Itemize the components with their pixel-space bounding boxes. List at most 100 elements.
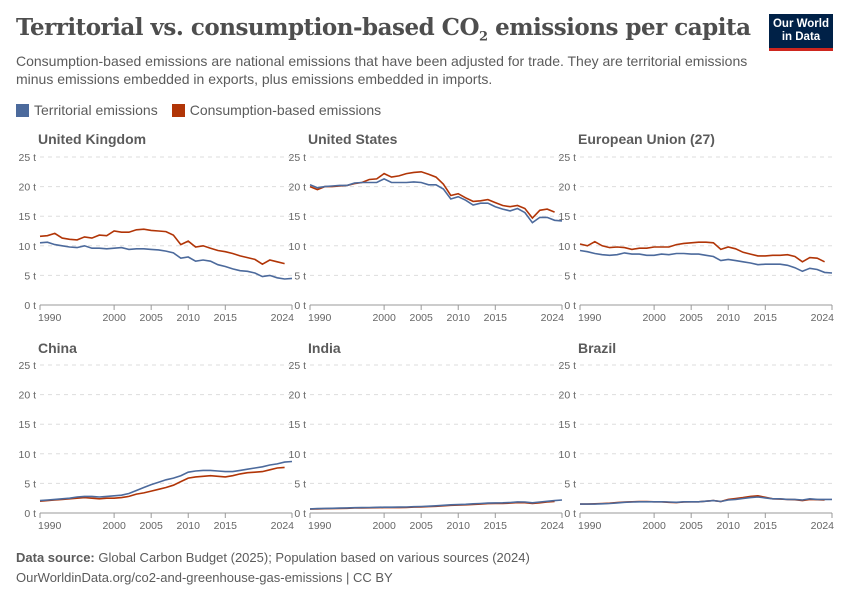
x-tick-label: 2000: [642, 520, 666, 532]
y-tick-label: 15 t: [288, 419, 306, 431]
x-tick-label: 2005: [679, 312, 703, 324]
source-link[interactable]: OurWorldinData.org/co2-and-greenhouse-ga…: [16, 570, 393, 585]
y-tick-label: 10 t: [18, 449, 36, 461]
owid-logo[interactable]: Our World in Data: [769, 14, 833, 51]
series-line-consumption[interactable]: [39, 466, 285, 502]
y-tick-label: 0 t: [564, 300, 576, 312]
y-tick-label: 15 t: [558, 211, 576, 223]
y-tick-label: 10 t: [288, 241, 306, 253]
x-tick-label: 2005: [139, 520, 163, 532]
y-tick-label: 5 t: [564, 270, 576, 282]
footer: Data source: Global Carbon Budget (2025)…: [16, 548, 530, 588]
y-tick-label: 25 t: [558, 152, 576, 164]
y-tick-label: 10 t: [18, 241, 36, 253]
panel-title: United Kingdom: [38, 131, 146, 147]
series-line-territorial[interactable]: [580, 496, 832, 505]
x-tick-label: 2010: [177, 520, 201, 532]
x-tick-label: 2015: [754, 520, 778, 532]
series-line-territorial[interactable]: [309, 178, 563, 224]
y-tick-label: 10 t: [558, 241, 576, 253]
x-tick-label: 2010: [717, 312, 741, 324]
y-tick-label: 20 t: [288, 182, 306, 194]
series-line-territorial[interactable]: [39, 460, 293, 502]
y-tick-label: 25 t: [288, 152, 306, 164]
x-tick-label: 2000: [102, 520, 126, 532]
x-tick-label: 2024: [271, 312, 295, 324]
series-line-consumption[interactable]: [579, 240, 825, 263]
x-tick-label: 2005: [139, 312, 163, 324]
y-tick-label: 10 t: [558, 449, 576, 461]
x-tick-label: 1990: [578, 312, 602, 324]
panel-united-kingdom: United Kingdom 0 t 5 t 10 t 15 t 20 t 25 t 1990…: [18, 131, 294, 324]
panel-title: European Union (27): [578, 131, 715, 147]
x-tick-label: 2000: [372, 312, 396, 324]
y-tick-label: 5 t: [294, 478, 306, 490]
y-tick-label: 25 t: [18, 360, 36, 372]
panel-title: Brazil: [578, 340, 616, 356]
x-tick-label: 2000: [372, 520, 396, 532]
y-tick-label: 0 t: [294, 300, 306, 312]
panel-india: India 0 t 5 t 10 t 15 t 20 t 25 t 1990 2000 2005 2…: [288, 340, 564, 532]
y-tick-label: 25 t: [288, 360, 306, 372]
x-tick-label: 2024: [811, 312, 835, 324]
y-tick-label: 5 t: [24, 478, 36, 490]
panel-china: China 0 t 5 t 10 t 15 t 20 t 25 t 1990 2000 2005 2…: [18, 340, 294, 532]
y-tick-label: 15 t: [288, 211, 306, 223]
panel-brazil: Brazil 0 t 5 t 10 t 15 t 20 t 25 t 1990 2000 2005…: [558, 340, 834, 532]
x-tick-label: 1990: [38, 312, 62, 324]
y-tick-label: 25 t: [558, 360, 576, 372]
x-tick-label: 2015: [214, 520, 238, 532]
y-tick-label: 20 t: [18, 182, 36, 194]
y-tick-label: 20 t: [18, 390, 36, 402]
legend-swatch: [16, 103, 29, 117]
x-tick-label: 2024: [271, 520, 295, 532]
y-tick-label: 20 t: [558, 390, 576, 402]
x-tick-label: 2024: [541, 312, 565, 324]
panel-title: China: [38, 340, 77, 356]
legend: Territorial emissions Consumption-based …: [16, 102, 381, 118]
legend-item-territorial[interactable]: Territorial emissions: [16, 102, 158, 118]
series-line-territorial[interactable]: [579, 249, 833, 274]
y-tick-label: 15 t: [18, 419, 36, 431]
x-tick-label: 2005: [409, 520, 433, 532]
y-tick-label: 5 t: [24, 270, 36, 282]
series-line-consumption[interactable]: [309, 170, 555, 220]
x-tick-label: 1990: [308, 520, 332, 532]
x-tick-label: 2010: [447, 520, 471, 532]
series-line-territorial[interactable]: [309, 499, 563, 510]
y-tick-label: 0 t: [294, 508, 306, 520]
x-tick-label: 2024: [541, 520, 565, 532]
y-tick-label: 15 t: [18, 211, 36, 223]
y-tick-label: 20 t: [558, 182, 576, 194]
series-line-consumption[interactable]: [39, 228, 285, 266]
y-tick-label: 5 t: [294, 270, 306, 282]
panel-european-union-27-: European Union (27) 0 t 5 t 10 t 15 t 20 t 25 …: [558, 131, 834, 324]
y-tick-label: 25 t: [18, 152, 36, 164]
y-tick-label: 10 t: [288, 449, 306, 461]
panel-title: United States: [308, 131, 398, 147]
legend-item-consumption[interactable]: Consumption-based emissions: [171, 102, 381, 118]
x-tick-label: 2015: [484, 520, 508, 532]
series-line-territorial[interactable]: [39, 241, 293, 280]
x-tick-label: 2010: [177, 312, 201, 324]
x-tick-label: 2010: [447, 312, 471, 324]
panel-title: India: [308, 340, 341, 356]
x-tick-label: 2005: [409, 312, 433, 324]
chart-subtitle: Consumption-based emissions are national…: [16, 53, 748, 87]
legend-swatch: [171, 103, 185, 117]
x-tick-label: 2000: [642, 312, 666, 324]
x-tick-label: 1990: [38, 520, 62, 532]
y-tick-label: 0 t: [24, 300, 36, 312]
x-tick-label: 2015: [754, 312, 778, 324]
x-tick-label: 2010: [717, 520, 741, 532]
chart-title: Territorial vs. consumption-based CO2 em…: [16, 14, 751, 45]
panel-united-states: United States 0 t 5 t 10 t 15 t 20 t 25 t 1990 2…: [288, 131, 564, 324]
y-tick-label: 20 t: [288, 390, 306, 402]
y-tick-label: 15 t: [558, 419, 576, 431]
x-tick-label: 2000: [102, 312, 126, 324]
x-tick-label: 1990: [578, 520, 602, 532]
y-tick-label: 0 t: [24, 508, 36, 520]
x-tick-label: 2024: [811, 520, 835, 532]
y-tick-label: 5 t: [564, 478, 576, 490]
